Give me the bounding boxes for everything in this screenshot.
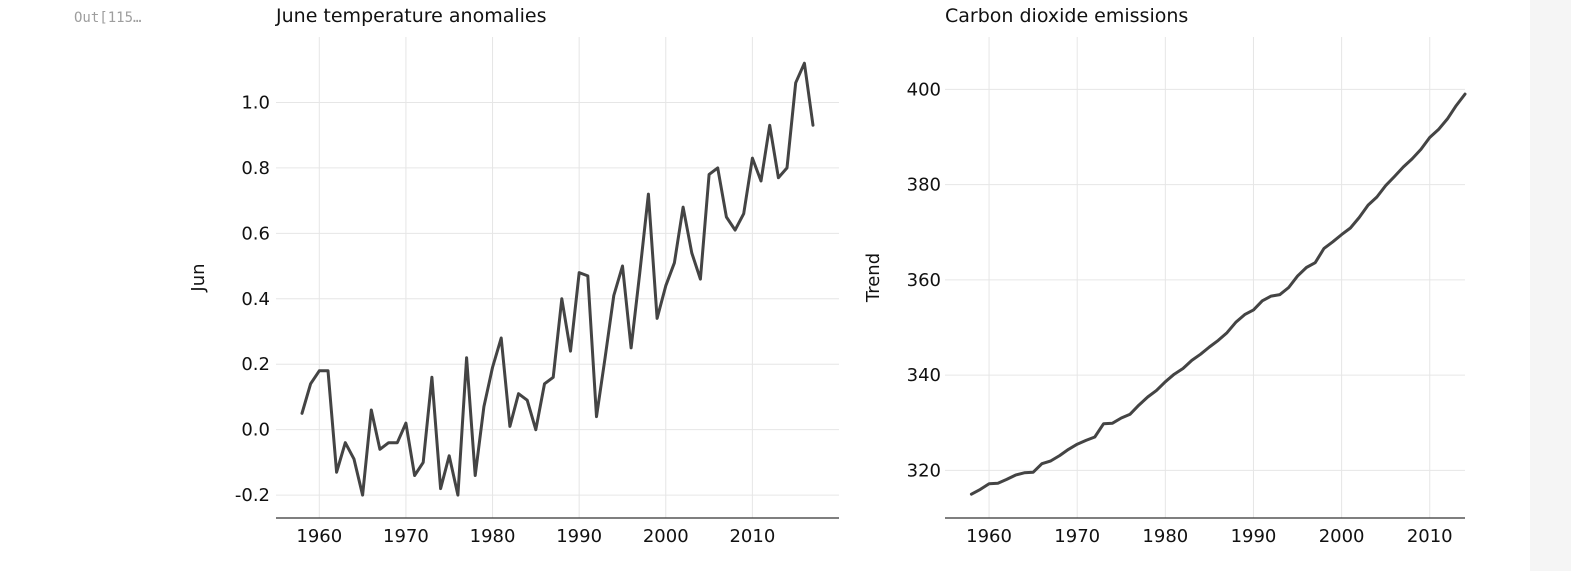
x-tick-label: 1970 bbox=[383, 526, 429, 547]
scrollbar-track[interactable] bbox=[1530, 0, 1571, 571]
x-tick-label: 1990 bbox=[556, 526, 602, 547]
y-axis-label: Jun bbox=[188, 263, 209, 292]
chart-title: June temperature anomalies bbox=[275, 5, 547, 27]
charts-canvas: June temperature anomalies Jun 1960 1970 198… bbox=[188, 5, 1467, 547]
x-tick-label: 1970 bbox=[1054, 526, 1100, 547]
x-tick-label: 2010 bbox=[1407, 526, 1453, 547]
x-tick-label: 2000 bbox=[1319, 526, 1365, 547]
x-tick-label: 1960 bbox=[296, 526, 342, 547]
series-line bbox=[300, 61, 815, 497]
chart-title: Carbon dioxide emissions bbox=[945, 5, 1188, 27]
y-axis-label: Trend bbox=[863, 253, 884, 303]
x-tick-label: 1960 bbox=[966, 526, 1012, 547]
y-tick-label: -0.2 bbox=[235, 485, 270, 506]
series-line bbox=[969, 92, 1467, 496]
y-tick-label: 0.6 bbox=[241, 223, 270, 244]
y-tick-label: 1.0 bbox=[241, 92, 270, 113]
x-tick-label: 2010 bbox=[729, 526, 775, 547]
out-prompt: Out[115… bbox=[74, 10, 142, 26]
x-tick-label: 2000 bbox=[643, 526, 689, 547]
y-tick-label: 0.2 bbox=[241, 354, 270, 375]
y-tick-label: 0.4 bbox=[241, 289, 270, 310]
y-tick-label: 0.0 bbox=[241, 420, 270, 441]
y-tick-label: 380 bbox=[907, 175, 941, 196]
y-tick-label: 0.8 bbox=[241, 158, 270, 179]
x-tick-label: 1990 bbox=[1231, 526, 1277, 547]
x-tick-label: 1980 bbox=[1142, 526, 1188, 547]
y-tick-label: 340 bbox=[907, 365, 941, 386]
y-tick-label: 400 bbox=[907, 79, 941, 100]
x-tick-label: 1980 bbox=[470, 526, 516, 547]
y-tick-label: 360 bbox=[907, 270, 941, 291]
y-tick-label: 320 bbox=[907, 460, 941, 481]
